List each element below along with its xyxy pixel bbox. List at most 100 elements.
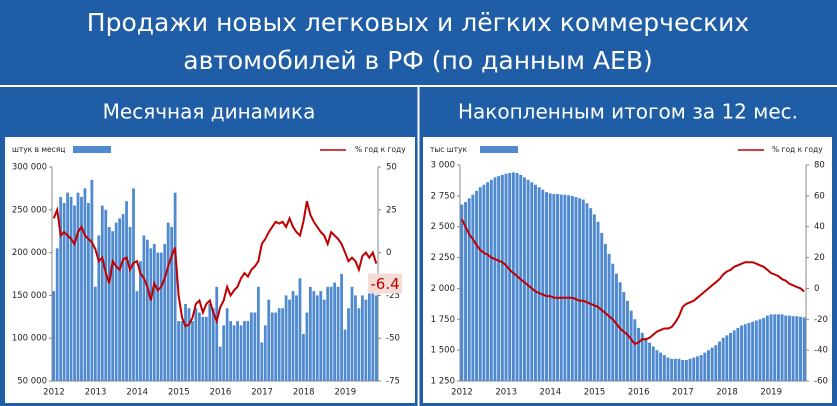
bar	[250, 312, 253, 381]
bar	[215, 286, 219, 381]
bar	[736, 327, 740, 381]
y2-tick-label: -20	[814, 315, 828, 325]
bar	[270, 312, 274, 381]
bar	[626, 300, 629, 381]
bar	[585, 203, 589, 381]
bar	[170, 226, 174, 381]
x-tick-label: 2019	[334, 388, 356, 398]
bar	[166, 222, 170, 381]
y-tick-label: 150 000	[12, 291, 47, 301]
bar	[128, 226, 132, 381]
bar	[295, 295, 298, 381]
bar	[87, 202, 90, 381]
panel-title: Накопленным итогом за 12 мес.	[458, 100, 798, 124]
bar	[191, 321, 194, 381]
bar	[329, 286, 333, 381]
x-tick-label: 2013	[495, 388, 517, 398]
y-tick-label: 2 250	[431, 253, 455, 263]
bar	[246, 321, 250, 381]
bar	[589, 208, 593, 381]
y2-tick-label: -75	[386, 377, 400, 387]
bar	[784, 315, 788, 381]
bar	[62, 202, 66, 381]
x-tick-label: 2014	[540, 388, 562, 398]
bar	[622, 292, 626, 381]
bar	[90, 179, 94, 381]
bar	[333, 282, 337, 381]
bar	[135, 291, 139, 381]
bar	[747, 322, 751, 381]
x-tick-label: 2015	[168, 388, 190, 398]
bar	[640, 332, 644, 381]
bar	[721, 337, 725, 381]
bar	[629, 310, 633, 381]
x-tick-label: 2017	[251, 388, 273, 398]
bar	[688, 358, 692, 381]
y-tick-label: 1 750	[431, 315, 455, 325]
x-tick-label: 2014	[126, 388, 148, 398]
bar	[581, 199, 585, 381]
bar	[371, 291, 375, 381]
bar	[236, 321, 239, 381]
bar	[670, 358, 674, 381]
bar	[754, 320, 758, 381]
bar	[277, 308, 281, 381]
bar	[66, 192, 69, 381]
bar	[347, 308, 350, 381]
bar	[692, 357, 696, 381]
bar	[773, 314, 777, 381]
bar	[648, 342, 652, 381]
bar	[232, 325, 236, 381]
legend-swatch	[73, 146, 111, 153]
bar	[145, 239, 149, 381]
bar	[659, 352, 663, 381]
bar	[302, 333, 305, 381]
bar	[229, 321, 232, 381]
bar	[319, 291, 323, 381]
bar	[574, 197, 578, 381]
bar	[305, 312, 309, 381]
x-tick-label: 2016	[628, 388, 650, 398]
bar	[548, 193, 552, 381]
bar	[460, 204, 464, 381]
bar	[281, 308, 285, 381]
bar	[139, 261, 142, 381]
y2-tick-label: 0	[386, 248, 391, 258]
bar	[758, 319, 762, 381]
bar	[533, 184, 537, 381]
bar	[83, 188, 87, 381]
bar	[563, 194, 567, 381]
bar	[263, 325, 267, 381]
bar	[55, 248, 59, 381]
bar	[699, 355, 703, 381]
bar	[703, 352, 707, 381]
bar	[511, 172, 515, 381]
bar	[201, 316, 205, 381]
bar	[73, 205, 76, 381]
legend-label: штук в месяц	[12, 145, 65, 154]
x-tick-label: 2012	[43, 388, 65, 398]
bar	[751, 321, 755, 381]
y2-tick-label: 25	[386, 205, 397, 215]
bar	[156, 252, 160, 381]
bar	[559, 194, 563, 381]
y2-tick-label: 40	[814, 222, 825, 232]
bar	[374, 295, 378, 381]
bar	[76, 192, 80, 381]
bar	[791, 316, 795, 381]
y2-tick-label: -60	[814, 377, 828, 387]
x-tick-label: 2013	[85, 388, 107, 398]
bar	[256, 286, 260, 381]
y-tick-label: 250 000	[12, 205, 47, 215]
bar	[69, 196, 73, 381]
bar	[500, 174, 504, 381]
bar	[52, 291, 56, 381]
x-tick-label: 2016	[210, 388, 232, 398]
bar	[284, 295, 288, 381]
line	[460, 218, 805, 346]
bar	[618, 282, 622, 381]
bar	[132, 188, 135, 381]
bar	[354, 295, 357, 381]
